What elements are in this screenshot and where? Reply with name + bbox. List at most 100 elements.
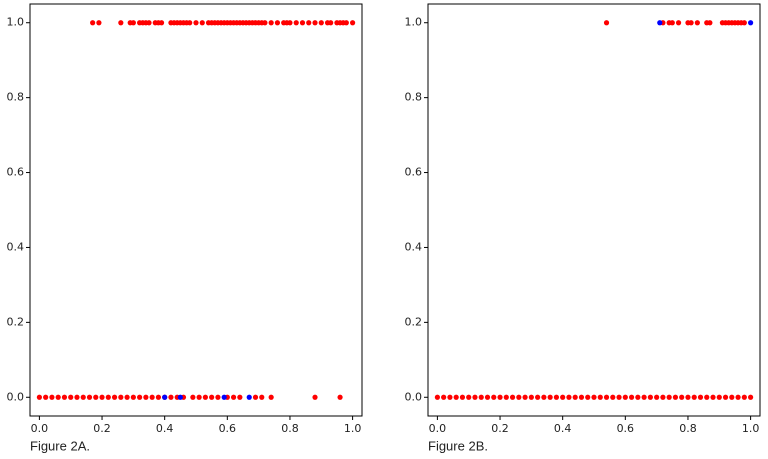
x-tick-label: 0.2 <box>93 422 111 435</box>
point <box>130 394 136 400</box>
point <box>647 394 653 400</box>
point <box>741 394 747 400</box>
point <box>118 394 124 400</box>
point <box>93 394 99 400</box>
point <box>675 20 682 26</box>
point <box>80 394 86 400</box>
point <box>603 394 610 400</box>
point <box>478 394 484 400</box>
point <box>196 394 202 400</box>
point <box>146 20 152 26</box>
point <box>466 394 472 400</box>
point <box>230 394 237 400</box>
y-tick-label: 0.8 <box>7 91 25 104</box>
point <box>143 394 149 400</box>
point <box>535 394 541 400</box>
point <box>209 394 215 400</box>
point <box>503 394 509 400</box>
y-tick-label: 0.4 <box>7 240 25 253</box>
point <box>96 20 102 26</box>
point <box>654 394 660 400</box>
point <box>541 394 547 400</box>
point <box>149 394 155 400</box>
point <box>610 394 616 400</box>
point <box>666 394 672 400</box>
point <box>453 394 459 400</box>
x-tick-label: 0.8 <box>679 422 697 435</box>
point <box>679 394 685 400</box>
y-tick-label: 1.0 <box>7 16 25 29</box>
y-tick-label: 0.0 <box>7 390 25 403</box>
x-tick-label: 0.6 <box>219 422 237 435</box>
point <box>459 394 466 400</box>
point <box>566 394 572 400</box>
point <box>193 20 199 26</box>
y-tick-label: 0.2 <box>405 315 423 328</box>
point <box>299 20 306 26</box>
y-tick-label: 0.6 <box>7 166 25 179</box>
point <box>190 394 196 400</box>
x-tick-label: 0.4 <box>554 422 572 435</box>
x-tick-label: 1.0 <box>344 422 362 435</box>
point <box>86 394 93 400</box>
point <box>578 394 585 400</box>
point <box>111 394 118 400</box>
point <box>553 394 560 400</box>
point <box>669 20 675 26</box>
plot-frame <box>29 3 363 417</box>
y-tick-label: 1.0 <box>405 16 423 29</box>
y-tick-label: 0.8 <box>405 91 423 104</box>
point <box>343 20 349 26</box>
point <box>628 394 635 400</box>
point <box>202 394 208 400</box>
point <box>99 394 105 400</box>
x-tick-label: 0.2 <box>491 422 509 435</box>
point <box>215 394 221 400</box>
x-tick-label: 0.0 <box>429 422 447 435</box>
x-tick-label: 1.0 <box>742 422 760 435</box>
point <box>36 394 42 400</box>
point <box>274 20 281 26</box>
point <box>707 20 713 26</box>
point <box>528 394 534 400</box>
point <box>597 394 603 400</box>
point <box>268 394 274 400</box>
point <box>691 394 697 400</box>
point <box>312 394 318 400</box>
point <box>560 394 566 400</box>
point <box>497 394 503 400</box>
point <box>710 394 716 400</box>
point <box>688 20 694 26</box>
point <box>672 394 679 400</box>
point <box>484 394 491 400</box>
point <box>337 394 343 400</box>
point <box>522 394 528 400</box>
point <box>441 394 447 400</box>
point <box>187 20 193 26</box>
point <box>162 394 168 400</box>
point <box>641 394 647 400</box>
y-tick-label: 0.6 <box>405 166 423 179</box>
caption: Figure 2B. <box>428 438 488 453</box>
caption: Figure 2A. <box>30 438 90 453</box>
point <box>306 20 312 26</box>
point <box>43 394 49 400</box>
point <box>293 20 299 26</box>
x-tick-label: 0.6 <box>617 422 635 435</box>
point <box>685 394 691 400</box>
point <box>237 394 243 400</box>
point <box>199 20 205 26</box>
y-tick-label: 0.2 <box>7 315 25 328</box>
plot-frame <box>427 3 761 417</box>
point <box>221 394 227 400</box>
point <box>704 394 710 400</box>
point <box>697 394 704 400</box>
point <box>748 394 754 400</box>
point <box>262 20 268 26</box>
point <box>55 394 61 400</box>
point <box>177 394 183 400</box>
point <box>741 20 747 26</box>
point <box>68 394 74 400</box>
point <box>434 394 440 400</box>
